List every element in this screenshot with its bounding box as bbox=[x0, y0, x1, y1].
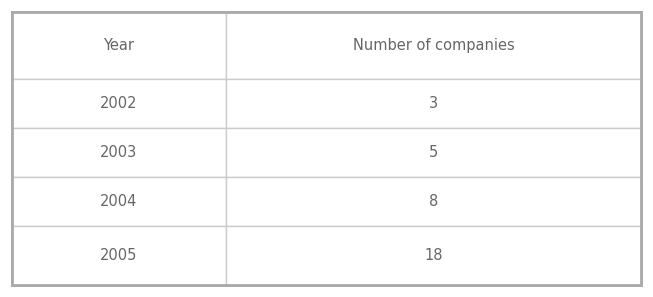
Bar bbox=[12, 12, 226, 79]
Text: 2004: 2004 bbox=[101, 194, 138, 209]
Bar bbox=[12, 226, 226, 285]
Text: 2003: 2003 bbox=[101, 145, 138, 160]
Bar bbox=[12, 177, 226, 226]
Text: 3: 3 bbox=[429, 96, 438, 111]
Bar bbox=[226, 12, 641, 79]
Bar bbox=[226, 226, 641, 285]
Bar bbox=[12, 128, 226, 177]
Text: 5: 5 bbox=[429, 145, 438, 160]
Bar bbox=[226, 177, 641, 226]
Bar bbox=[226, 79, 641, 128]
Text: Year: Year bbox=[103, 38, 135, 53]
Bar bbox=[12, 79, 226, 128]
Text: 2002: 2002 bbox=[100, 96, 138, 111]
Text: 18: 18 bbox=[424, 248, 443, 263]
Text: 2005: 2005 bbox=[101, 248, 138, 263]
Text: 8: 8 bbox=[429, 194, 438, 209]
Bar bbox=[226, 128, 641, 177]
Text: Number of companies: Number of companies bbox=[353, 38, 515, 53]
